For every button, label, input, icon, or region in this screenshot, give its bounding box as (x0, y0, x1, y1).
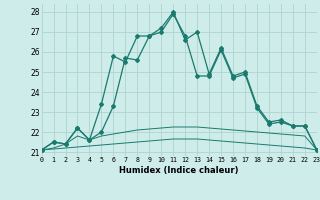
X-axis label: Humidex (Indice chaleur): Humidex (Indice chaleur) (119, 166, 239, 175)
